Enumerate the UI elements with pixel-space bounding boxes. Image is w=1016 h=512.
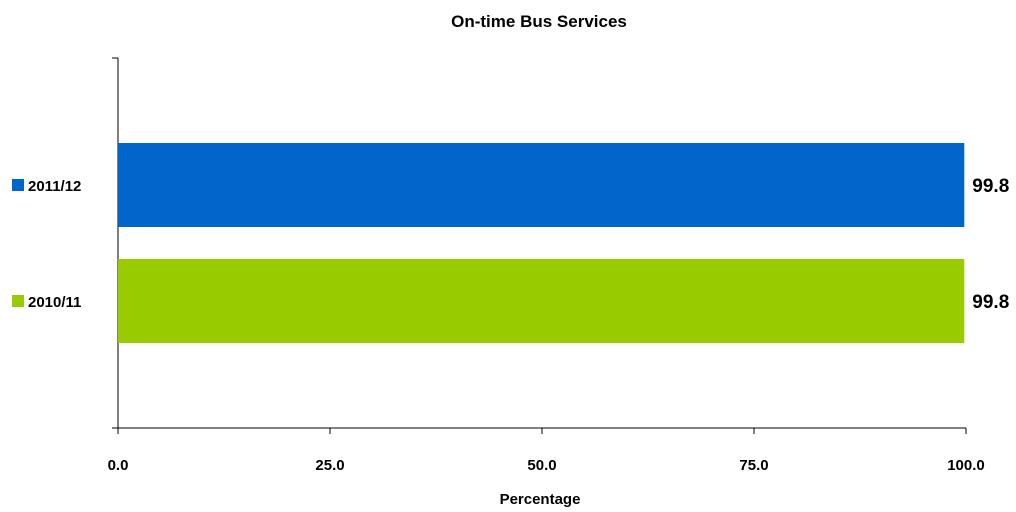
bar-2011-12 [118, 143, 965, 227]
legend-label: 2010/11 [28, 294, 81, 311]
bar-2010-11 [118, 259, 965, 343]
x-tick-label: 0.0 [108, 457, 129, 474]
legend-label: 2011/12 [28, 178, 81, 195]
x-tick-label: 25.0 [315, 457, 344, 474]
x-axis-ticks: 0.0 25.0 50.0 75.0 100.0 [108, 428, 985, 474]
legend-swatch [12, 295, 24, 307]
data-label: 99.8 [972, 176, 1009, 197]
x-tick-label: 50.0 [527, 457, 556, 474]
axes [112, 57, 966, 429]
x-tick-label: 100.0 [947, 457, 985, 474]
legend: 2011/12 2010/11 [12, 178, 81, 311]
x-axis-label: Percentage [500, 491, 581, 508]
x-tick-label: 75.0 [739, 457, 768, 474]
chart-title: On-time Bus Services [451, 12, 627, 31]
legend-swatch [12, 179, 24, 191]
data-label: 99.8 [972, 292, 1009, 313]
bars: 99.8 99.8 [118, 143, 1009, 343]
